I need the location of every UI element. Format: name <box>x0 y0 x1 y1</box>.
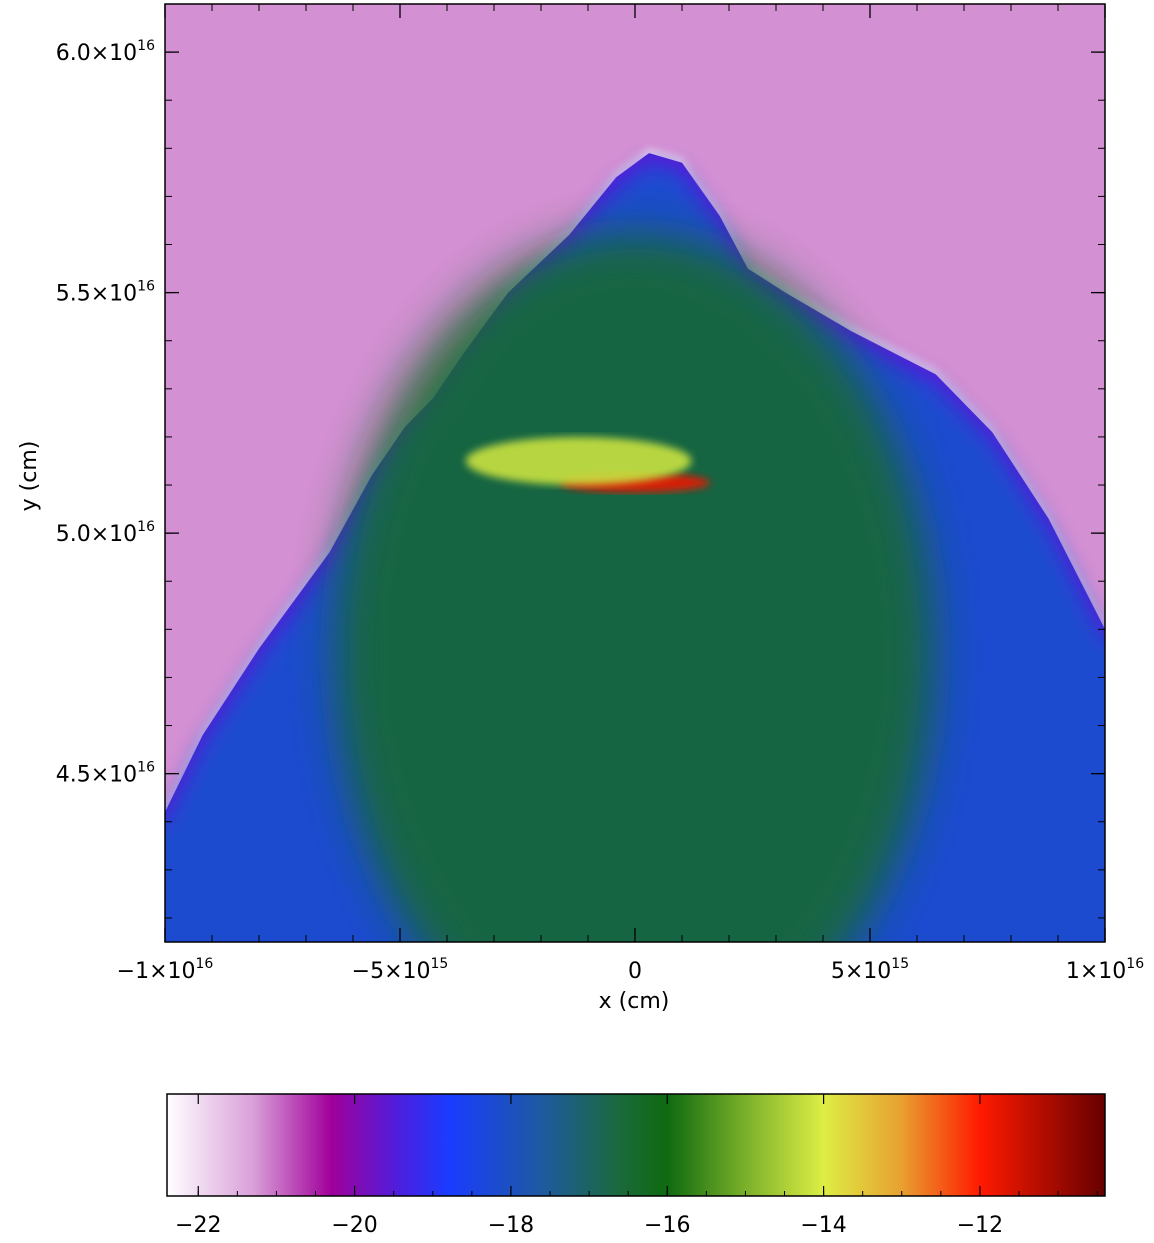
x-tick-label: 5×1015 <box>831 956 909 984</box>
colorbar-tick-label: −20 <box>331 1213 377 1238</box>
y-tick-label: 5.5×1016 <box>56 279 155 307</box>
y-tick-label: 5.0×1016 <box>56 519 155 547</box>
colorbar-tick-label: −16 <box>644 1213 690 1238</box>
colorbar-tick-label: −22 <box>175 1213 221 1238</box>
x-tick-label: 0 <box>628 959 642 984</box>
x-tick-label: −1×1016 <box>117 956 214 984</box>
x-tick-label: 1×1016 <box>1066 956 1144 984</box>
colorbar-bar <box>167 1094 1105 1196</box>
colorbar-tick-label: −14 <box>800 1213 846 1238</box>
y-tick-label: 6.0×1016 <box>56 38 155 66</box>
bright-arc <box>466 437 692 485</box>
colorbar-tick-label: −18 <box>488 1213 534 1238</box>
y-tick-label: 4.5×1016 <box>56 760 155 788</box>
x-tick-label: −5×1015 <box>352 956 449 984</box>
x-axis-label: x (cm) <box>599 989 670 1014</box>
colorbar: −22 −20 −18 −16 −14 −12 <box>167 1094 1105 1238</box>
core-region <box>335 233 935 1073</box>
colorbar-tick-label: −12 <box>957 1213 1003 1238</box>
heatmap-plot <box>125 4 1145 1073</box>
y-axis-label: y (cm) <box>17 441 42 512</box>
